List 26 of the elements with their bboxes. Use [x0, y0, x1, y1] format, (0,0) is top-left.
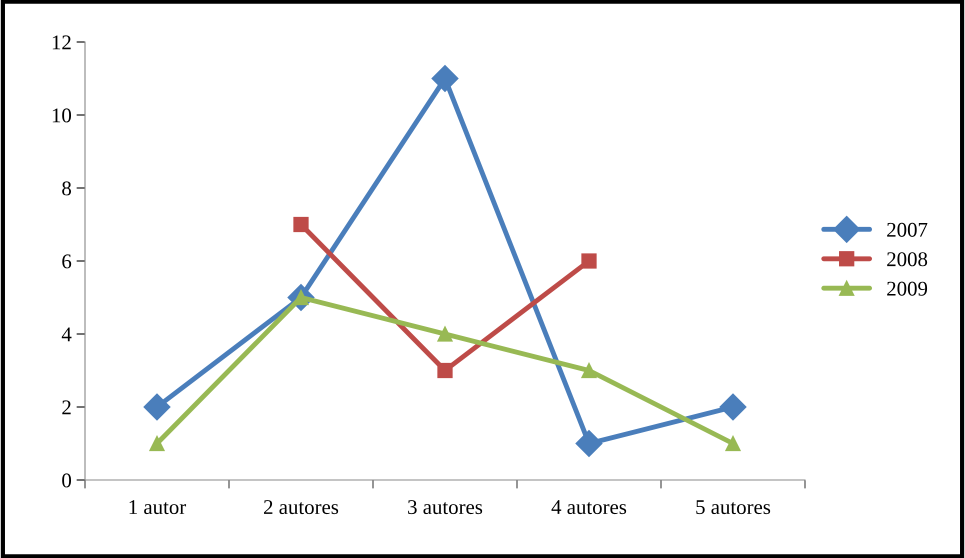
y-tick-label: 10 — [52, 108, 72, 122]
point — [293, 216, 309, 232]
x-tick-label: 5 autores — [696, 500, 770, 514]
point — [720, 394, 746, 420]
point — [576, 430, 602, 457]
y-tick-label: 0 — [62, 473, 72, 488]
x-tick-label: 1 autor — [130, 500, 186, 514]
y-tick-label: 8 — [62, 181, 72, 196]
point — [149, 436, 165, 452]
x-tick-label: 3 autores — [408, 500, 482, 514]
point — [437, 326, 453, 342]
point — [437, 362, 453, 378]
x-tick-label: 2 autores — [264, 500, 338, 514]
y-tick-label: 6 — [62, 254, 72, 268]
legend-label: 2008 — [887, 252, 928, 266]
point — [144, 394, 170, 420]
x-tick-label: 4 autores — [552, 500, 626, 514]
point — [581, 253, 597, 269]
y-tick-label: 4 — [62, 328, 72, 342]
legend-label: 2007 — [887, 222, 928, 237]
y-tick-label: 12 — [52, 35, 71, 50]
point — [581, 362, 597, 378]
point — [432, 65, 458, 92]
legend-label: 2009 — [887, 282, 928, 296]
y-tick-label: 2 — [62, 400, 71, 414]
point — [725, 436, 741, 452]
